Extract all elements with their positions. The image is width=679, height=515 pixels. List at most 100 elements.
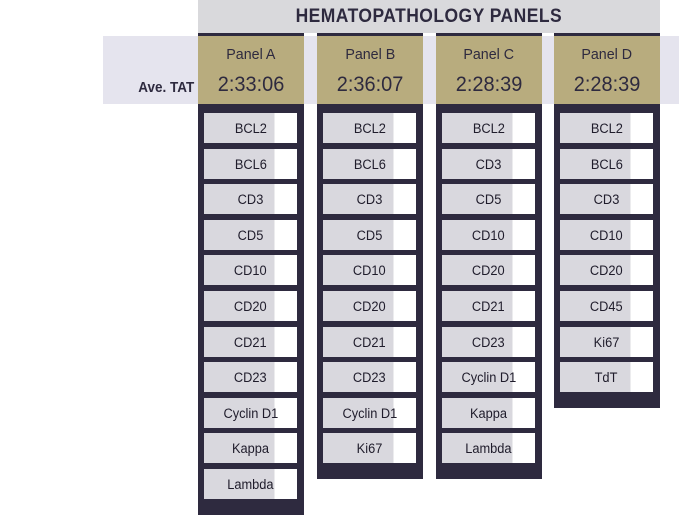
marker-label: BCL2 <box>472 120 505 136</box>
marker-cell: CD3 <box>204 184 297 214</box>
marker-label: BCL2 <box>590 120 623 136</box>
panel-name-text: Panel B <box>345 46 395 63</box>
tat-row-label: Ave. TAT <box>103 70 194 104</box>
marker-label: Ki67 <box>356 440 383 456</box>
panel-tat-text: 2:36:07 <box>336 73 404 96</box>
marker-cell: Lambda <box>442 433 535 463</box>
panel-tat-text: 2:28:39 <box>455 73 523 96</box>
marker-label: CD21 <box>472 298 505 314</box>
marker-label: CD45 <box>590 298 623 314</box>
marker-label: CD3 <box>593 191 620 207</box>
panel-name: Panel D <box>554 46 660 63</box>
marker-label: BCL6 <box>234 156 267 172</box>
panel-tat-value: 2:33:06 <box>198 73 304 97</box>
panel-header: Panel C 2:28:39 <box>436 36 542 104</box>
panel-name: Panel C <box>436 46 542 63</box>
marker-cell: CD10 <box>323 255 416 285</box>
marker-cell: CD45 <box>560 291 653 321</box>
marker-cell: CD3 <box>323 184 416 214</box>
marker-cell: BCL2 <box>323 113 416 143</box>
marker-label: CD10 <box>353 262 386 278</box>
marker-cell: CD10 <box>204 255 297 285</box>
marker-label: CD10 <box>234 262 267 278</box>
marker-cell: CD20 <box>560 255 653 285</box>
marker-label: Ki67 <box>593 334 620 350</box>
marker-label: CD5 <box>237 227 264 243</box>
marker-label: CD3 <box>237 191 264 207</box>
marker-label: BCL6 <box>353 156 386 172</box>
marker-label: CD20 <box>472 262 505 278</box>
panel-tat-text: 2:33:06 <box>217 73 285 96</box>
marker-label: CD5 <box>475 191 502 207</box>
marker-cell: BCL2 <box>560 113 653 143</box>
marker-cell: Ki67 <box>560 327 653 357</box>
marker-cell: TdT <box>560 362 653 392</box>
marker-label: Lambda <box>465 440 512 456</box>
panel-column: Panel C 2:28:39 BCL2 CD3 CD5 CD10 CD20 CD21 CD23… <box>436 33 542 479</box>
panel-name: Panel B <box>317 46 423 63</box>
marker-label: CD23 <box>234 369 267 385</box>
marker-label: CD23 <box>353 369 386 385</box>
panel-name-text: Panel A <box>226 46 276 63</box>
panel-column: Panel D 2:28:39 BCL2 BCL6 CD3 CD10 CD20 CD45 Ki6… <box>554 33 660 408</box>
marker-label: Cyclin D1 <box>223 405 278 421</box>
marker-cell: CD3 <box>442 149 535 179</box>
marker-label: BCL2 <box>234 120 267 136</box>
marker-cell: CD23 <box>204 362 297 392</box>
marker-cell: Lambda <box>204 469 297 499</box>
marker-cell: CD10 <box>560 220 653 250</box>
marker-label: CD20 <box>590 262 623 278</box>
marker-cell: CD21 <box>204 327 297 357</box>
marker-label: CD23 <box>472 334 505 350</box>
marker-cell: CD5 <box>204 220 297 250</box>
panel-name-text: Panel C <box>463 46 515 63</box>
marker-cell: BCL2 <box>204 113 297 143</box>
marker-label: Cyclin D1 <box>461 369 516 385</box>
marker-label: BCL6 <box>590 156 623 172</box>
marker-cell: BCL6 <box>560 149 653 179</box>
panel-header: Panel B 2:36:07 <box>317 36 423 104</box>
marker-label: Lambda <box>227 476 274 492</box>
panel-name: Panel A <box>198 46 304 63</box>
panel-tat-value: 2:28:39 <box>436 73 542 97</box>
panel-name-text: Panel D <box>581 46 633 63</box>
marker-label: CD3 <box>356 191 383 207</box>
tat-label-text: Ave. TAT <box>137 78 194 96</box>
panel-header: Panel D 2:28:39 <box>554 36 660 104</box>
panel-column: Panel B 2:36:07 BCL2 BCL6 CD3 CD5 CD10 CD20 CD21… <box>317 33 423 479</box>
marker-cell: CD3 <box>560 184 653 214</box>
marker-cell: CD21 <box>323 327 416 357</box>
marker-cell: BCL6 <box>204 149 297 179</box>
marker-cell: CD20 <box>442 255 535 285</box>
marker-cell: Kappa <box>204 433 297 463</box>
marker-cell: CD23 <box>442 327 535 357</box>
marker-cell: Cyclin D1 <box>323 398 416 428</box>
page-title-bar: HEMATOPATHOLOGY PANELS <box>198 0 660 33</box>
marker-label: CD10 <box>590 227 623 243</box>
marker-cell: CD10 <box>442 220 535 250</box>
marker-cell: Ki67 <box>323 433 416 463</box>
marker-cell: CD23 <box>323 362 416 392</box>
marker-label: Cyclin D1 <box>342 405 397 421</box>
marker-label: CD10 <box>472 227 505 243</box>
marker-label: CD20 <box>234 298 267 314</box>
marker-label: Kappa <box>469 405 508 421</box>
marker-label: CD21 <box>234 334 267 350</box>
marker-label: BCL2 <box>353 120 386 136</box>
marker-label: TdT <box>595 369 618 385</box>
marker-cell: CD5 <box>442 184 535 214</box>
marker-cell: CD5 <box>323 220 416 250</box>
marker-cell: Kappa <box>442 398 535 428</box>
page-title: HEMATOPATHOLOGY PANELS <box>295 5 563 27</box>
marker-cell: BCL2 <box>442 113 535 143</box>
marker-label: CD3 <box>475 156 502 172</box>
marker-label: CD20 <box>353 298 386 314</box>
panel-tat-value: 2:36:07 <box>317 73 423 97</box>
marker-label: CD21 <box>353 334 386 350</box>
panel-tat-value: 2:28:39 <box>554 73 660 97</box>
marker-label: CD5 <box>356 227 383 243</box>
marker-cell: CD21 <box>442 291 535 321</box>
panel-header: Panel A 2:33:06 <box>198 36 304 104</box>
marker-cell: Cyclin D1 <box>204 398 297 428</box>
marker-cell: CD20 <box>323 291 416 321</box>
